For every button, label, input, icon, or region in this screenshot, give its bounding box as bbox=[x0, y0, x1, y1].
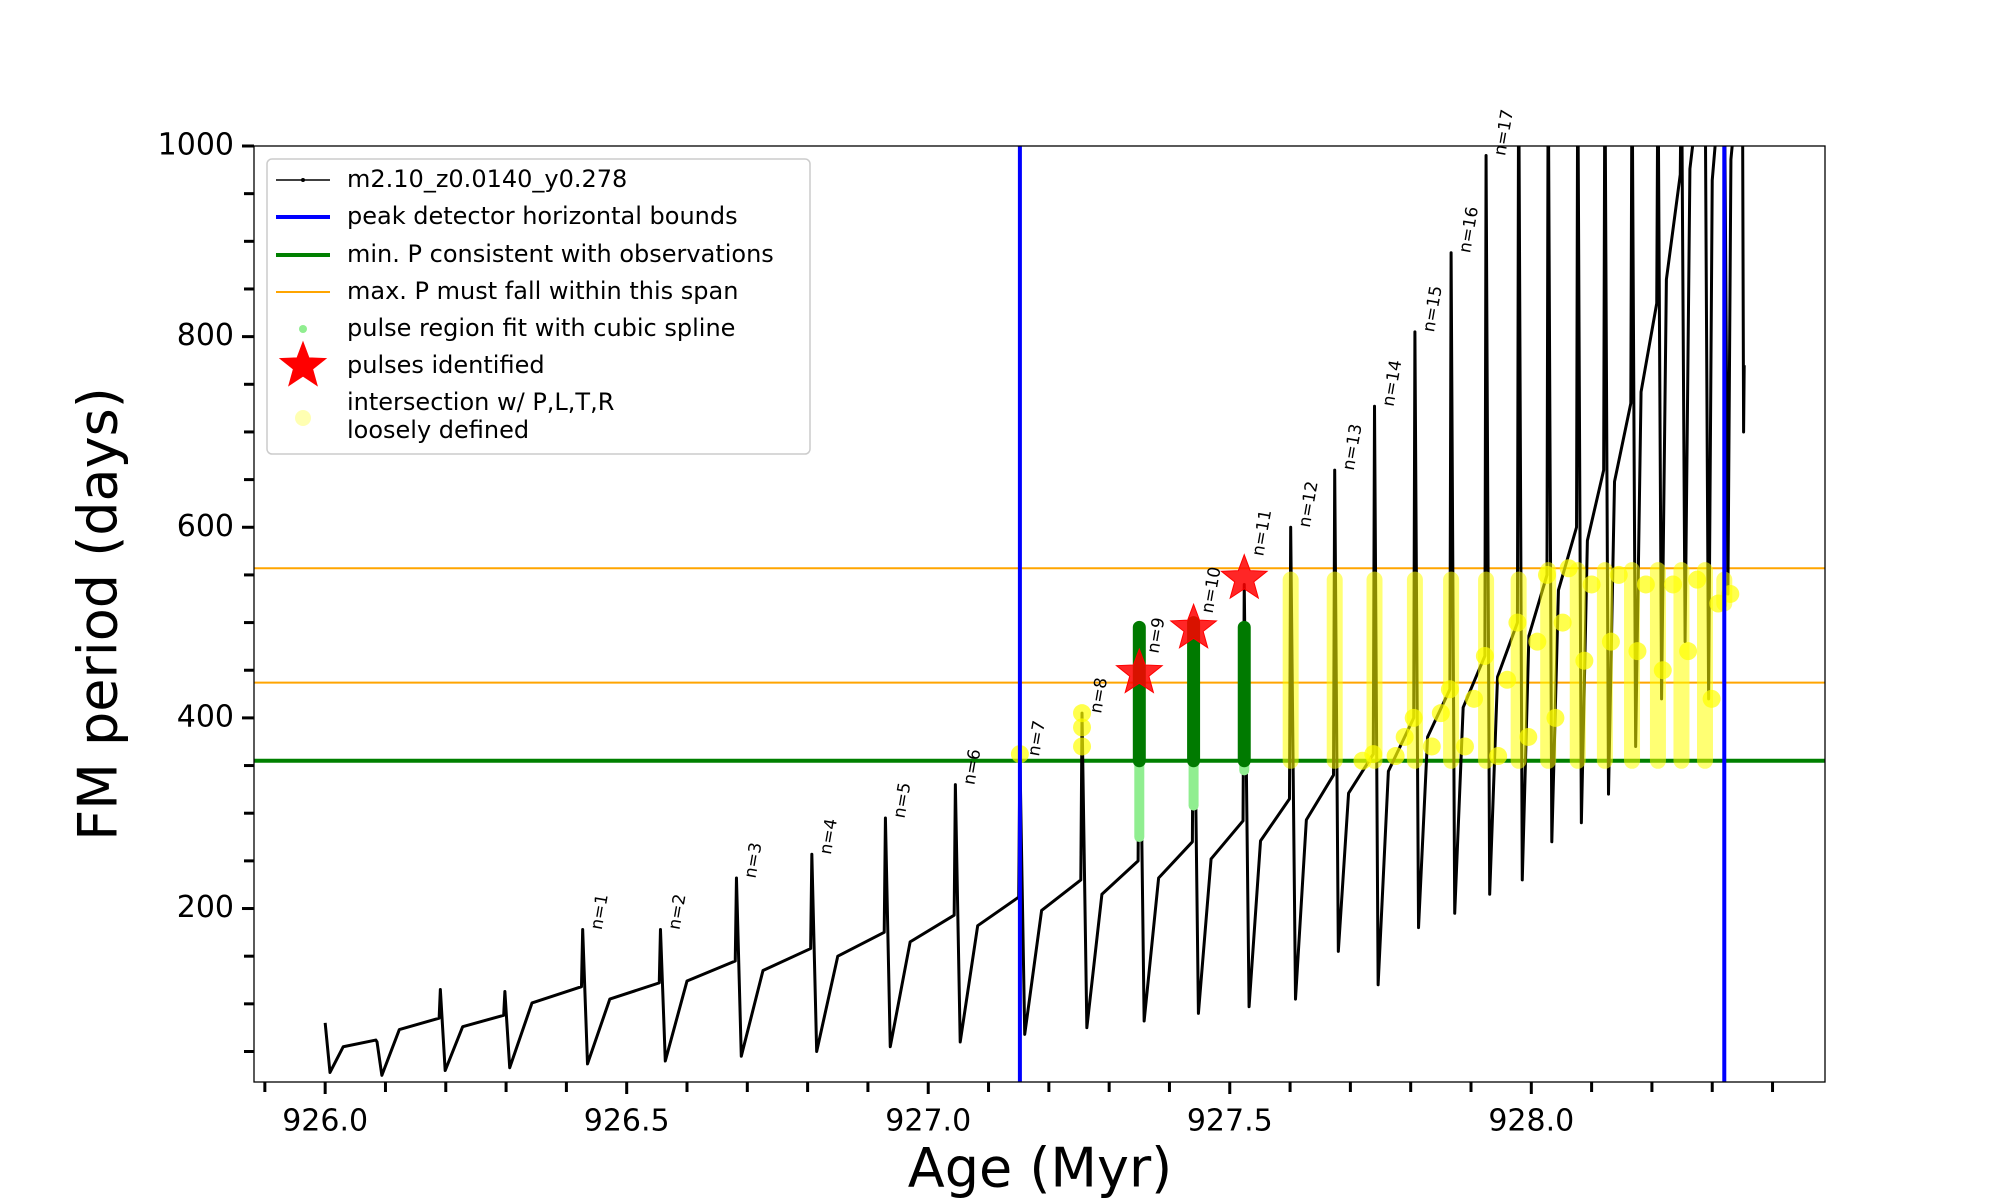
legend-label: peak detector horizontal bounds bbox=[347, 202, 738, 230]
y-axis-title: FM period (days) bbox=[67, 387, 130, 841]
intersection-point bbox=[1431, 704, 1450, 723]
intersection-point bbox=[1395, 727, 1414, 746]
intersection-point bbox=[1404, 708, 1423, 727]
intersection-point bbox=[1559, 559, 1578, 578]
intersection-point bbox=[1702, 689, 1721, 708]
intersection-point bbox=[1386, 747, 1405, 766]
intersection-point bbox=[1528, 632, 1547, 651]
legend-handle bbox=[295, 410, 311, 426]
intersection-point bbox=[1553, 613, 1572, 632]
legend-handle bbox=[299, 325, 307, 333]
x-tick-label: 926.5 bbox=[584, 1104, 670, 1139]
plot-frame bbox=[253, 145, 1826, 1083]
y-tick-label: 400 bbox=[177, 699, 234, 734]
legend-label: max. P must fall within this span bbox=[347, 277, 738, 305]
intersection-point bbox=[1664, 575, 1683, 594]
legend-box bbox=[266, 158, 811, 455]
y-tick-label: 200 bbox=[177, 890, 234, 925]
intersection-point bbox=[1498, 670, 1517, 689]
intersection-point bbox=[1073, 704, 1092, 723]
intersection-point bbox=[1601, 632, 1620, 651]
intersection-point bbox=[1455, 737, 1474, 756]
intersection-point bbox=[1073, 737, 1092, 756]
plot-area bbox=[254, 146, 1825, 1082]
intersection-point bbox=[1609, 565, 1628, 584]
intersection-point bbox=[1582, 575, 1601, 594]
legend-label: intersection w/ P,L,T,R bbox=[347, 388, 614, 416]
intersection-point bbox=[1440, 680, 1459, 699]
pulse-star bbox=[1220, 553, 1269, 600]
intersection-point bbox=[1489, 747, 1508, 766]
intersection-point bbox=[1546, 708, 1565, 727]
legend-handle bbox=[278, 340, 328, 387]
legend-label: pulse region fit with cubic spline bbox=[347, 314, 735, 342]
intersection-point bbox=[1422, 737, 1441, 756]
pulse-star bbox=[1169, 602, 1218, 649]
intersection-point bbox=[1679, 642, 1698, 661]
axes: 926.0 926.5 927.0 927.5 928.0 200 400 600 800 100… bbox=[158, 128, 1775, 1139]
intersection-point bbox=[1508, 613, 1527, 632]
intersection-point bbox=[1575, 651, 1594, 670]
legend-label: pulses identified bbox=[347, 351, 545, 379]
series-line bbox=[323, 146, 1746, 1077]
intersection-point bbox=[1475, 646, 1494, 665]
legend-label: loosely defined bbox=[347, 416, 529, 444]
intersection-point bbox=[1688, 570, 1707, 589]
y-tick-label: 1000 bbox=[158, 128, 234, 163]
intersection-point bbox=[1073, 718, 1092, 737]
intersection-point bbox=[1653, 661, 1672, 680]
x-tick-label: 928.0 bbox=[1488, 1104, 1574, 1139]
x-axis-title: Age (Myr) bbox=[908, 1137, 1173, 1200]
x-tick-label: 927.0 bbox=[885, 1104, 971, 1139]
y-tick-label: 600 bbox=[177, 509, 234, 544]
pulse-star bbox=[1115, 647, 1164, 694]
intersection-point bbox=[1537, 565, 1556, 584]
x-tick-label: 927.5 bbox=[1187, 1104, 1273, 1139]
y-tick-label: 800 bbox=[177, 318, 234, 353]
intersection-point bbox=[1628, 642, 1647, 661]
legend-handle-dot bbox=[301, 178, 305, 182]
legend-label: m2.10_z0.0140_y0.278 bbox=[347, 165, 627, 193]
intersection-point bbox=[1636, 575, 1655, 594]
legend-label: min. P consistent with observations bbox=[347, 240, 774, 268]
intersection-point bbox=[1519, 727, 1538, 746]
x-tick-label: 926.0 bbox=[282, 1104, 368, 1139]
intersection-point bbox=[1465, 689, 1484, 708]
intersection-point bbox=[1364, 745, 1383, 764]
